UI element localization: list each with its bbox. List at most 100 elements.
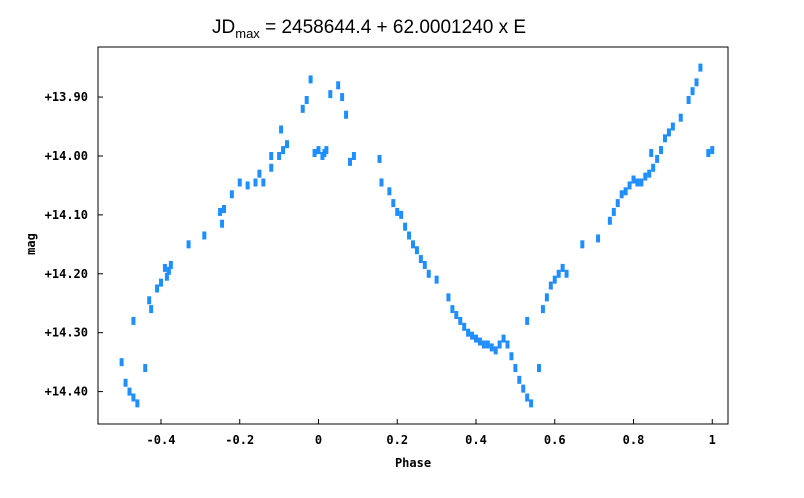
data-point [529, 399, 534, 408]
data-point [690, 87, 695, 96]
data-point [269, 151, 274, 160]
data-point [505, 340, 510, 349]
y-tick-label: +14.00 [45, 149, 88, 163]
data-point [379, 178, 384, 187]
data-point [686, 96, 691, 105]
data-point [348, 157, 352, 166]
data-point [525, 393, 530, 402]
x-tick-label: -0.4 [147, 433, 176, 447]
data-point [149, 305, 154, 314]
data-point [649, 149, 654, 158]
data-point [580, 240, 585, 249]
y-axis-label: mag [24, 233, 38, 255]
data-point [454, 311, 459, 320]
data-point [131, 316, 136, 325]
data-point [202, 231, 207, 240]
data-point [164, 272, 169, 281]
y-tick-label: +14.40 [45, 385, 88, 399]
x-tick-label: 1 [709, 433, 716, 447]
data-point [316, 146, 321, 155]
data-point [517, 375, 522, 384]
data-point [127, 387, 132, 396]
data-point [300, 104, 305, 113]
data-point [119, 358, 124, 367]
data-point [411, 240, 415, 249]
x-tick-label: 0 [315, 433, 322, 447]
data-point [631, 175, 636, 184]
data-point [706, 149, 711, 158]
x-tick-label: 0.6 [544, 433, 566, 447]
data-point [285, 140, 289, 149]
data-point [344, 110, 349, 119]
data-point [281, 146, 286, 155]
data-point [277, 151, 282, 160]
y-tick-label: +14.10 [45, 208, 88, 222]
data-point [627, 181, 632, 190]
data-point [340, 93, 345, 102]
data-point [564, 269, 569, 278]
x-tick-label: 0.4 [465, 433, 487, 447]
data-point [143, 364, 148, 373]
x-axis-label: Phase [395, 456, 431, 470]
plot-frame [97, 46, 729, 425]
data-point [229, 190, 234, 199]
data-point [351, 151, 356, 160]
data-point [552, 275, 557, 284]
data-point [481, 340, 486, 349]
data-point [647, 169, 652, 178]
data-point [450, 305, 455, 314]
data-point [446, 293, 451, 302]
data-point [623, 187, 628, 196]
data-point [131, 393, 136, 402]
data-point [257, 169, 262, 178]
data-point [422, 260, 427, 269]
data-point [607, 216, 612, 225]
data-point [525, 316, 530, 325]
y-tick-label: +14.30 [45, 326, 88, 340]
data-point [666, 128, 671, 137]
data-point [544, 293, 549, 302]
data-point [399, 210, 404, 219]
data-point [611, 207, 616, 216]
data-point [670, 122, 675, 131]
data-point [387, 187, 392, 196]
data-point [186, 240, 191, 249]
y-axis-ticks: +13.90 +14.00 +14.10 +14.20 +14.30 +14.40 [45, 90, 103, 399]
y-tick-label: +14.20 [45, 267, 88, 281]
data-point [462, 322, 467, 331]
data-point [220, 219, 225, 228]
data-point [336, 81, 341, 90]
data-point [312, 149, 317, 158]
data-point [537, 364, 541, 373]
data-point [279, 125, 284, 134]
data-point [391, 199, 396, 208]
x-axis-ticks: -0.4 -0.2 0 0.2 0.4 0.6 0.8 1 [147, 419, 716, 447]
data-point [414, 246, 419, 255]
data-point [513, 364, 518, 373]
x-tick-label: 0.2 [386, 433, 408, 447]
data-point [639, 178, 644, 187]
chart-title: JDmax = 2458644.4 + 62.0001240 x E [212, 17, 526, 41]
data-point [485, 340, 490, 349]
data-point [245, 181, 250, 190]
x-tick-label: -0.2 [225, 433, 254, 447]
data-point [218, 207, 223, 216]
data-point [407, 231, 412, 240]
data-point [678, 113, 683, 122]
data-point [162, 263, 167, 272]
data-point [548, 281, 553, 290]
data-point [474, 334, 478, 343]
data-point [159, 278, 163, 287]
data-point [135, 399, 140, 408]
data-point [328, 90, 333, 99]
data-point [304, 96, 309, 105]
data-point [466, 328, 471, 337]
data-point [635, 178, 640, 187]
data-point [458, 316, 463, 325]
data-point [237, 178, 242, 187]
data-point [155, 284, 160, 293]
data-point [694, 78, 699, 87]
data-point [418, 255, 423, 264]
data-point [659, 146, 664, 155]
